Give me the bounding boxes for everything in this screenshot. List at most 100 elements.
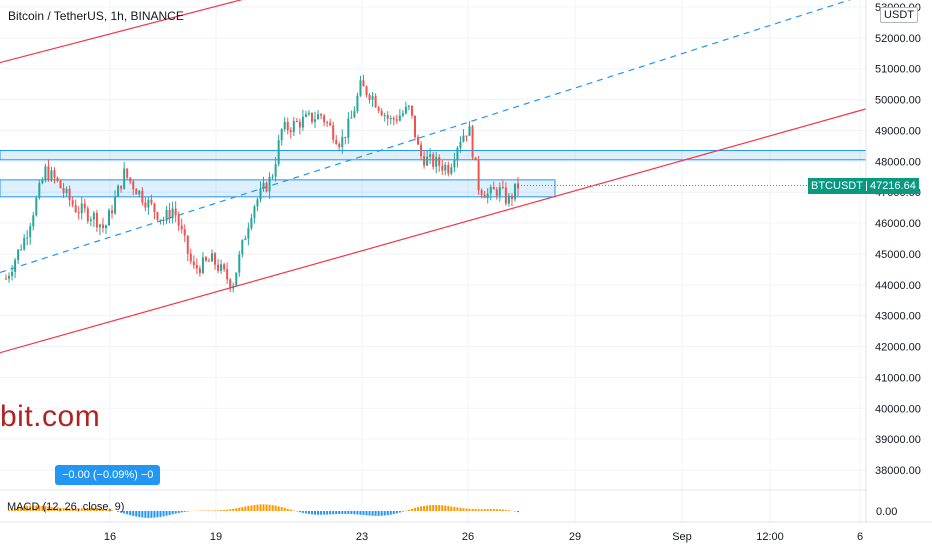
y-tick-label: 42000.00	[875, 342, 921, 354]
candle-body	[453, 160, 456, 168]
candle-body	[26, 237, 29, 239]
y-tick-label: 39000.00	[875, 434, 921, 446]
y-tick-label: 49000.00	[875, 125, 921, 137]
candle-body	[20, 249, 23, 251]
candle-body	[359, 80, 362, 96]
y-tick-label: 45000.00	[875, 249, 921, 261]
x-tick-label: 19	[210, 531, 222, 543]
candle-body	[71, 200, 74, 206]
watermark: bit.com	[0, 400, 101, 433]
candle-body	[95, 212, 98, 228]
candle-body	[314, 119, 317, 122]
candle-body	[29, 226, 32, 238]
candle-body	[195, 265, 198, 269]
candle-body	[383, 115, 386, 117]
candle-body	[307, 112, 310, 115]
candle-body	[114, 196, 117, 214]
candle-body	[401, 113, 404, 116]
support-zone-2	[0, 179, 556, 198]
candle-body	[171, 208, 174, 219]
candle-body	[365, 86, 368, 95]
candle-body	[292, 121, 295, 132]
candle-body	[438, 157, 441, 166]
y-tick-label: 44000.00	[875, 280, 921, 292]
candle-body	[177, 215, 180, 226]
candle-body	[410, 105, 413, 116]
candle-body	[156, 212, 159, 220]
candle-body	[123, 168, 126, 189]
candle-body	[192, 261, 195, 266]
x-tick-label: 29	[569, 531, 581, 543]
candle-body	[244, 238, 247, 241]
candle-body	[80, 203, 83, 213]
candle-body	[186, 235, 189, 254]
candle-body	[165, 209, 168, 221]
candle-body	[407, 105, 410, 107]
candle-body	[477, 160, 480, 191]
candle-body	[435, 157, 438, 167]
candle-body	[135, 189, 138, 195]
candle-body	[371, 96, 374, 100]
candle-body	[11, 271, 14, 276]
macd-zero-label: 0.00	[876, 506, 897, 518]
candle-body	[247, 228, 250, 239]
candle-body	[338, 144, 341, 148]
candle-body	[301, 116, 304, 128]
candle-body	[144, 202, 147, 208]
candle-body	[501, 187, 504, 189]
candle-body	[480, 190, 483, 195]
candle-body	[211, 253, 214, 262]
candle-body	[259, 188, 262, 200]
candle-body	[138, 190, 141, 195]
candle-body	[38, 183, 41, 198]
candle-body	[504, 187, 507, 204]
macd-label[interactable]: MACD (12, 26, close, 9)	[7, 501, 125, 513]
candle-body	[32, 215, 35, 227]
candle-body	[120, 185, 123, 189]
candle-body	[283, 121, 286, 130]
candle-body	[153, 203, 156, 213]
candle-body	[220, 264, 223, 271]
x-tick-label: 6	[857, 531, 863, 543]
candle-body	[304, 114, 307, 117]
y-tick-label: 52000.00	[875, 33, 921, 45]
candle-body	[268, 176, 271, 192]
candle-body	[426, 156, 429, 166]
candle-body	[377, 107, 380, 111]
y-tick-label: 43000.00	[875, 311, 921, 323]
candle-body	[341, 136, 344, 148]
candle-body	[498, 187, 501, 196]
candle-body	[262, 182, 265, 189]
candle-body	[286, 121, 289, 131]
candle-body	[132, 181, 135, 190]
candle-body	[265, 182, 268, 192]
candle-body	[459, 141, 462, 148]
candle-body	[14, 260, 17, 272]
candle-body	[456, 147, 459, 161]
candle-body	[98, 224, 101, 228]
candle-body	[444, 164, 447, 171]
candle-body	[159, 219, 162, 221]
candle-body	[77, 212, 80, 214]
candle-body	[83, 203, 86, 209]
candle-body	[510, 195, 513, 200]
candle-body	[483, 194, 486, 199]
candle-body	[362, 80, 365, 87]
candle-body	[183, 229, 186, 236]
candle-body	[398, 115, 401, 121]
candle-body	[404, 106, 407, 114]
candle-body	[108, 210, 111, 226]
candle-body	[50, 170, 53, 180]
x-tick-label: 26	[462, 531, 474, 543]
candle-body	[214, 253, 217, 265]
candle-body	[280, 129, 283, 141]
candle-body	[392, 118, 395, 120]
candle-body	[168, 209, 171, 219]
candle-body	[217, 264, 220, 271]
currency-selector[interactable]: USDT	[880, 7, 918, 23]
candle-body	[471, 126, 474, 158]
x-tick-label: 12:00	[756, 531, 784, 543]
candle-body	[235, 272, 238, 286]
candle-body	[441, 165, 444, 171]
